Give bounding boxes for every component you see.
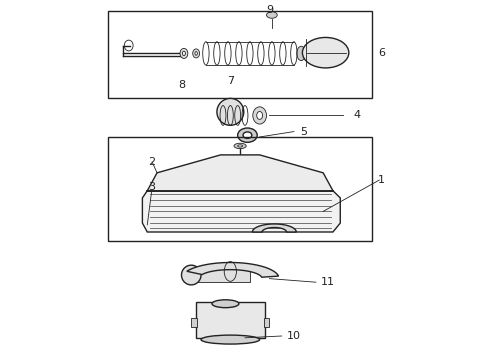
Text: 10: 10 xyxy=(287,331,301,341)
Bar xyxy=(210,312,223,321)
Bar xyxy=(108,137,372,241)
Ellipse shape xyxy=(238,128,257,142)
Text: 8: 8 xyxy=(178,80,185,90)
Ellipse shape xyxy=(217,98,244,125)
Ellipse shape xyxy=(238,145,243,147)
Ellipse shape xyxy=(212,300,239,308)
Bar xyxy=(108,12,372,98)
Ellipse shape xyxy=(182,51,185,55)
Text: 11: 11 xyxy=(321,277,335,287)
Ellipse shape xyxy=(267,12,277,18)
Polygon shape xyxy=(252,224,296,232)
Text: 6: 6 xyxy=(378,48,385,58)
Text: 3: 3 xyxy=(148,182,156,192)
Text: 7: 7 xyxy=(227,76,234,86)
Ellipse shape xyxy=(297,46,306,60)
Bar xyxy=(191,318,197,327)
Ellipse shape xyxy=(257,112,263,120)
Bar xyxy=(235,312,249,321)
Ellipse shape xyxy=(180,48,188,58)
Ellipse shape xyxy=(195,51,197,55)
Polygon shape xyxy=(143,191,340,232)
Ellipse shape xyxy=(253,107,267,124)
Ellipse shape xyxy=(181,265,201,285)
Text: 2: 2 xyxy=(148,157,156,167)
Ellipse shape xyxy=(302,37,349,68)
Bar xyxy=(196,302,265,338)
Ellipse shape xyxy=(234,143,246,149)
Ellipse shape xyxy=(243,132,252,138)
Ellipse shape xyxy=(193,49,199,58)
Text: 5: 5 xyxy=(300,127,307,136)
Polygon shape xyxy=(187,262,279,277)
Text: 9: 9 xyxy=(266,5,273,15)
Bar xyxy=(191,268,250,282)
Text: 4: 4 xyxy=(354,111,361,121)
Bar xyxy=(264,318,270,327)
Ellipse shape xyxy=(201,335,260,344)
Polygon shape xyxy=(147,155,333,191)
Text: 1: 1 xyxy=(378,175,385,185)
